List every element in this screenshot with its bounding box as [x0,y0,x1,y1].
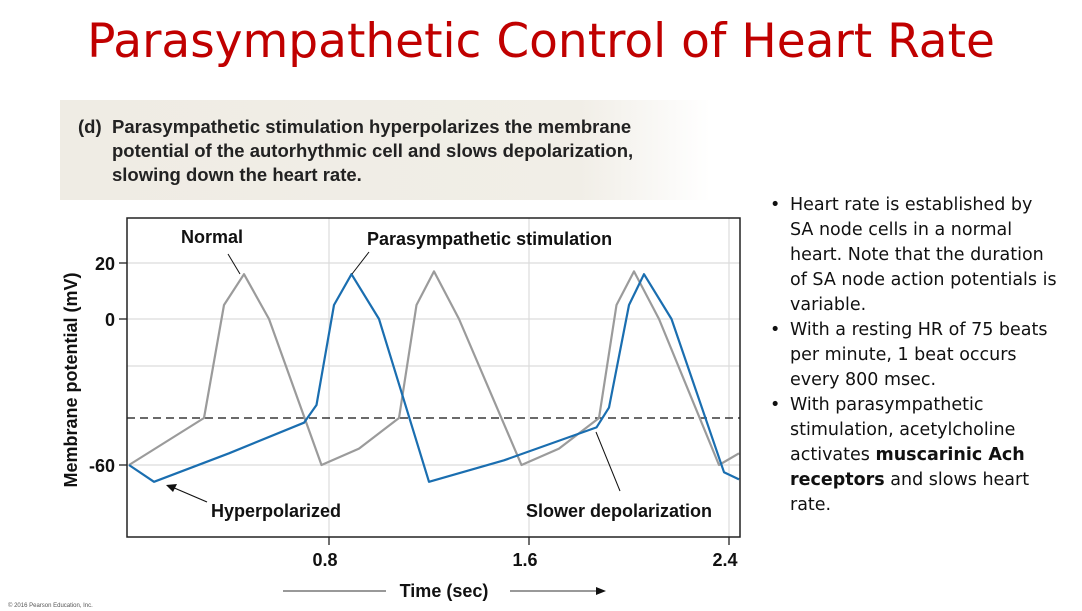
y-tick-label: 20 [95,254,115,274]
series-line-normal [128,270,740,467]
y-tick-label: -60 [89,456,115,476]
x-tick-label: 2.4 [712,550,737,570]
series-group [128,270,740,483]
bullet-item: With a resting HR of 75 beats per minute… [770,318,1060,393]
bullet-text: and slows heart rate. [790,470,1030,515]
series-line-parasympathetic-stimulation [128,273,740,483]
caption-tag: (d) [78,116,102,137]
pointer-slower-depolarization [595,431,621,492]
pointer-parasympathetic [351,251,370,275]
plot-frame [126,217,741,538]
annotation-parasympathetic: Parasympathetic stimulation [367,229,612,249]
figure-caption: (d) Parasympathetic stimulation hyperpol… [78,115,698,187]
bullet-text: With parasympathetic stimulation, acetyl… [790,395,1016,465]
bullet-text: With a resting HR of 75 beats per minute… [790,320,1048,390]
bullet-list: Heart rate is established by SA node cel… [770,193,1060,518]
bullet-item: With parasympathetic stimulation, acetyl… [770,393,1060,518]
ticks: 20 0 -60 0.8 1.6 2.4 [89,254,738,570]
x-axis-arrowhead [596,587,606,595]
x-tick-label: 1.6 [512,550,537,570]
caption-text: Parasympathetic stimulation hyperpolariz… [112,116,634,185]
bullet-item: Heart rate is established by SA node cel… [770,193,1060,318]
pointer-hyperpolarized [171,486,208,503]
y-axis-label: Membrane potential (mV) [61,272,81,487]
y-tick-label: 0 [105,310,115,330]
x-axis-label: Time (sec) [400,581,489,601]
caption-box [60,100,710,200]
grid [127,218,740,537]
arrowhead-hyperpolarized [166,484,177,492]
annotation-slower-depolarization: Slower depolarization [526,501,712,521]
bullet-text: Heart rate is established by SA node cel… [790,195,1057,315]
bullet-bold-text: muscarinic Ach receptors [790,445,1025,490]
annotation-hyperpolarized: Hyperpolarized [211,501,341,521]
annotation-normal: Normal [181,227,243,247]
x-tick-label: 0.8 [312,550,337,570]
copyright: © 2016 Pearson Education, Inc. [8,603,93,609]
slide-title: Parasympathetic Control of Heart Rate [87,14,995,69]
pointer-normal [227,253,241,275]
